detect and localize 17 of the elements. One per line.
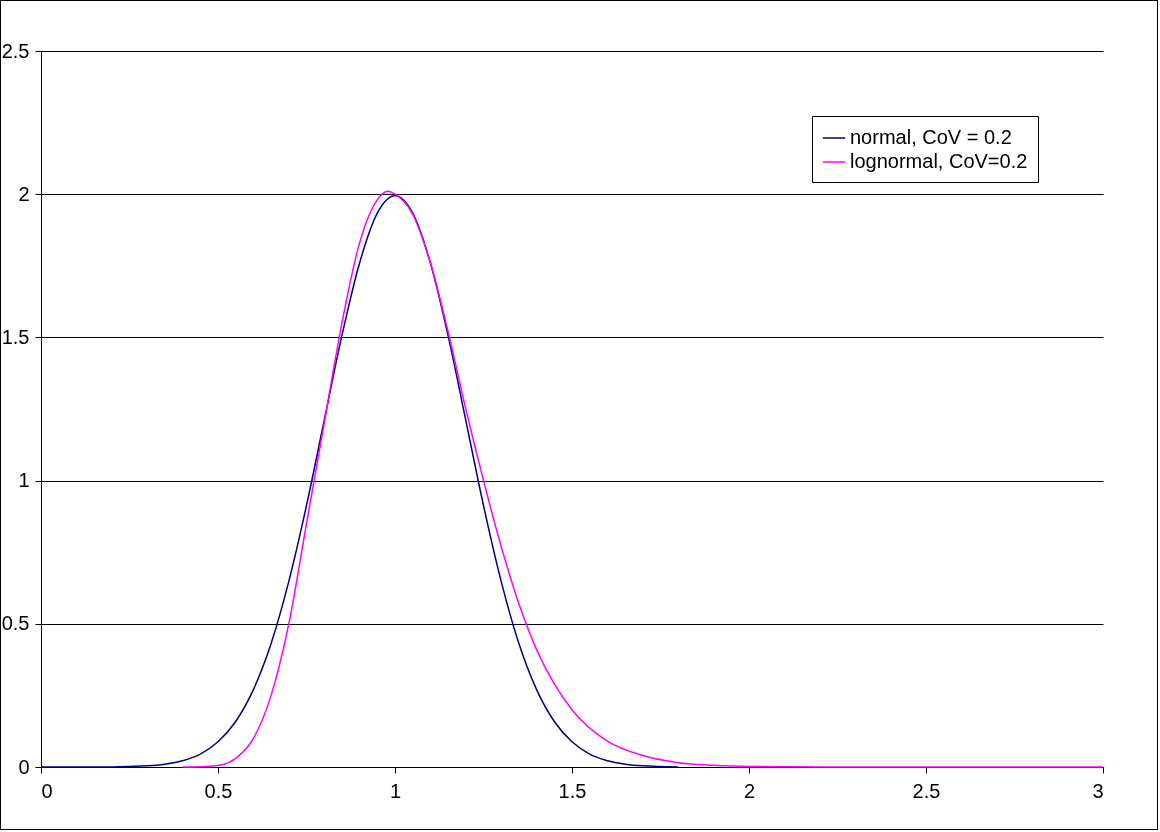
- y-tick-label: 1.5: [1, 325, 30, 348]
- x-tick-label: 3: [1092, 779, 1104, 802]
- x-tick-label: 0.5: [204, 779, 233, 802]
- y-tick-label: 2.5: [1, 39, 30, 62]
- y-tick-label: 0: [18, 755, 30, 778]
- y-tick-label: 2: [18, 182, 30, 205]
- x-tick-label: 0: [41, 779, 53, 802]
- y-tick-label: 0.5: [1, 612, 30, 635]
- x-tick-label: 1.5: [558, 779, 587, 802]
- line-series: [181, 190, 1104, 768]
- y-tick-label: 1: [18, 469, 30, 492]
- line-series: [40, 194, 679, 768]
- x-tick-label: 1: [389, 779, 402, 802]
- x-tick-label: 2: [743, 779, 756, 802]
- legend-label: normal, CoV = 0.2: [850, 126, 1012, 148]
- x-tick-label: 2.5: [912, 779, 941, 802]
- legend-label: lognormal, CoV=0.2: [850, 150, 1028, 172]
